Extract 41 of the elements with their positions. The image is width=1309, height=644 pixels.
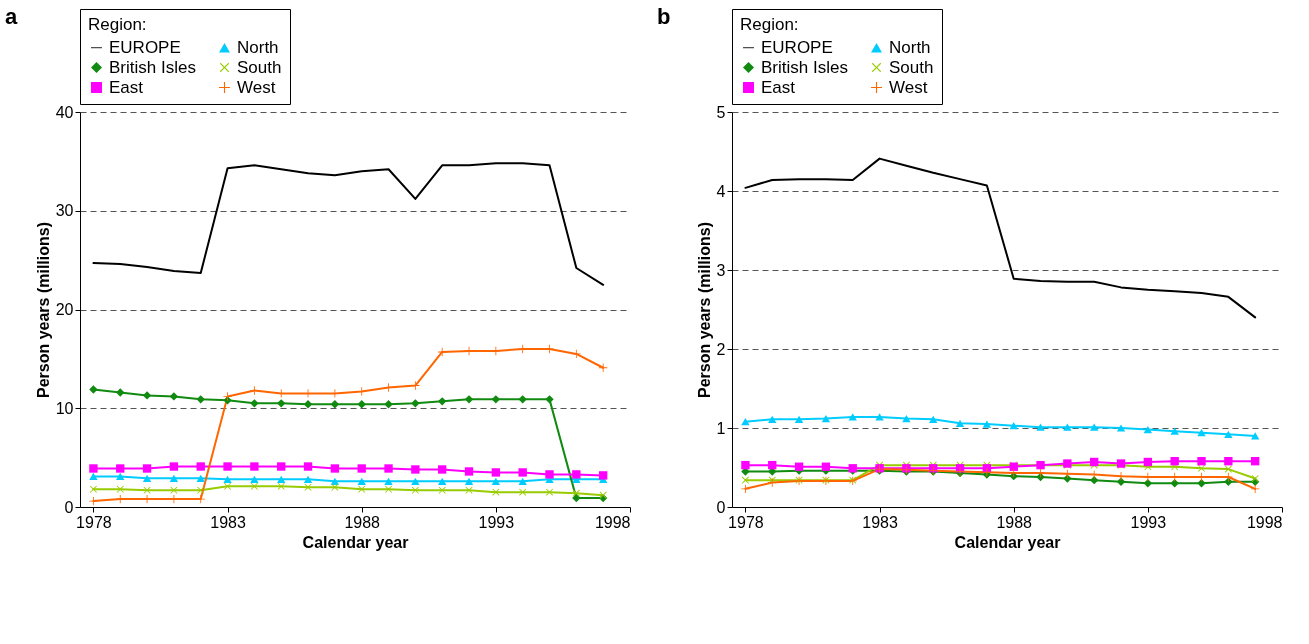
x-tick-label: 1988	[344, 513, 381, 531]
y-tick-label: 4	[716, 182, 726, 200]
legend-label: East	[761, 77, 796, 97]
x-tick-label: 1993	[1130, 513, 1167, 531]
x-tick-label: 1983	[210, 513, 246, 531]
legend-label: British Isles	[109, 57, 196, 77]
y-tick-label: 30	[55, 202, 74, 220]
chart-title: b	[657, 3, 671, 29]
y-tick-label: 5	[716, 103, 726, 121]
y-axis-title: Person years (millions)	[34, 221, 52, 399]
x-tick-label: 1998	[594, 513, 631, 531]
y-tick-label: 3	[716, 261, 726, 279]
legend-label: East	[109, 77, 144, 97]
legend-label: South	[237, 57, 282, 77]
y-tick-label: 2	[716, 340, 726, 358]
y-tick-label: 0	[64, 498, 74, 516]
x-tick-label: 1978	[76, 513, 112, 531]
y-tick-label: 10	[55, 399, 74, 417]
y-tick-label: 20	[55, 301, 74, 318]
x-tick-label: 1988	[996, 513, 1033, 531]
legend-label: West	[889, 77, 928, 97]
legend-label: South	[889, 57, 934, 77]
legend-label: EUROPE	[109, 37, 181, 57]
legend-label: EUROPE	[761, 37, 833, 57]
y-tick-label: 1	[716, 419, 726, 437]
x-tick-label: 1983	[862, 513, 898, 531]
x-tick-label: 1993	[478, 513, 515, 531]
legend-label: West	[237, 77, 276, 97]
x-tick-label: 1978	[728, 513, 764, 531]
legend-title: Region:	[740, 15, 799, 34]
legend-label: North	[889, 37, 931, 57]
x-tick-label: 1998	[1246, 513, 1283, 531]
x-axis-title: Calendar year	[954, 533, 1061, 551]
legend-label: British Isles	[761, 57, 848, 77]
y-axis-title: Person years (millions)	[695, 221, 713, 399]
x-axis-title: Calendar year	[302, 533, 409, 551]
legend-label: North	[237, 37, 279, 57]
legend-title: Region:	[88, 15, 147, 34]
y-tick-label: 0	[716, 498, 726, 516]
chart-title: a	[5, 3, 18, 29]
y-tick-label: 40	[55, 103, 74, 121]
